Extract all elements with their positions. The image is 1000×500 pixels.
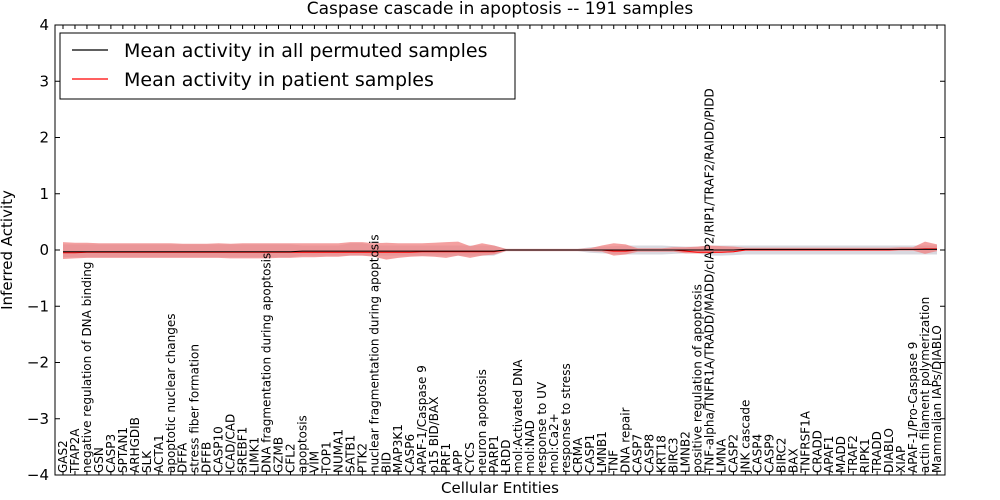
x-category-label: CASP4: [750, 434, 764, 473]
x-category-label: NUMA1: [331, 429, 345, 473]
x-category-label: CASP10: [212, 426, 226, 473]
x-category-label: LMNA: [715, 438, 729, 473]
x-category-label: response to stress: [559, 363, 573, 473]
x-category-label: CASP7: [631, 434, 645, 473]
x-category-label: p15 BID/BAX: [427, 397, 441, 473]
x-category-label: DNA fragmentation during apoptosis: [260, 253, 274, 473]
x-category-label: LMNB2: [679, 431, 693, 473]
x-category-label: PARP1: [487, 435, 501, 473]
x-category-label: LMNB1: [595, 431, 609, 473]
legend-entry-patient: Mean activity in patient samples: [124, 69, 434, 91]
x-category-label: CRMA: [571, 437, 585, 473]
legend-entry-permuted: Mean activity in all permuted samples: [124, 40, 487, 62]
x-category-label: BIRC3: [667, 437, 681, 473]
y-tick-label: 1: [39, 185, 49, 203]
x-category-label: APAF1: [822, 436, 836, 473]
x-category-label: DFFA: [176, 442, 190, 473]
x-category-label: ARHGDIB: [128, 417, 142, 473]
x-category-label: MADD: [834, 436, 848, 473]
x-category-label: TNF: [607, 450, 621, 474]
x-category-label: CASP1: [583, 434, 597, 473]
x-axis-ticks: [62, 25, 938, 475]
x-category-label: CASP9: [762, 434, 776, 473]
x-category-label: CFL2: [284, 443, 298, 473]
y-tick-label: 3: [39, 72, 49, 90]
x-category-label: MAP3K1: [391, 424, 405, 473]
x-category-label: Mammalian IAPs/DIABLO: [930, 325, 944, 473]
x-category-label: APAF-1/Caspase 9: [415, 365, 429, 473]
x-category-label: mol:NAD: [523, 420, 537, 473]
x-category-label: DFFB: [200, 442, 214, 473]
x-category-label: SREBF1: [236, 427, 250, 473]
x-category-label: BID: [379, 452, 393, 473]
x-category-label: TFAP2A: [68, 428, 82, 474]
series-line-permuted: [63, 248, 937, 253]
x-category-label: DNA repair: [619, 407, 633, 473]
y-tick-label: 4: [39, 16, 49, 34]
x-category-label: TRAF2: [846, 435, 860, 474]
x-category-label: GSN: [92, 447, 106, 473]
legend: Mean activity in all permuted samples Me…: [59, 32, 516, 100]
x-category-label: CASP8: [643, 434, 657, 473]
x-category-label: BIRC2: [774, 437, 788, 473]
x-category-label: mol:Activated DNA: [511, 359, 525, 473]
x-category-label: KRT18: [655, 435, 669, 473]
y-tick-label: −3: [27, 410, 49, 428]
x-category-label: LRDD: [499, 439, 513, 473]
x-category-label: SATB1: [343, 435, 357, 473]
x-axis-label: Cellular Entities: [441, 479, 559, 497]
x-category-label: ICAD/CAD: [224, 414, 238, 473]
x-category-label: CASP6: [403, 434, 417, 473]
x-category-label: LIMK1: [248, 437, 262, 473]
x-category-label: RIPK1: [858, 438, 872, 473]
x-category-label: apoptotic nuclear changes: [164, 314, 178, 473]
x-category-label: TOP1: [319, 441, 333, 474]
x-category-label: CASP3: [104, 434, 118, 473]
x-category-label: CYCS: [463, 442, 477, 473]
y-tick-label: −2: [27, 354, 49, 372]
x-category-label: SPTAN1: [116, 427, 130, 473]
series-lines: [63, 248, 937, 254]
x-category-label: actin filament polymerization: [918, 297, 932, 473]
x-category-label: APP: [451, 450, 465, 473]
x-category-label: TNF-alpha/TNFR1A/TRADD/MADD/cIAP2/RIP1/T…: [703, 88, 717, 474]
y-tick-label: −1: [27, 297, 49, 315]
x-category-label: neuron apoptosis: [475, 369, 489, 473]
x-category-label: negative regulation of DNA binding: [80, 262, 94, 473]
chart-title: Caspase cascade in apoptosis -- 191 samp…: [307, 0, 694, 19]
x-category-label: mol:Ca2+: [547, 413, 561, 473]
x-category-label: stress fiber formation: [188, 344, 202, 473]
x-category-label: PRF1: [439, 443, 453, 473]
x-category-label: CRADD: [810, 430, 824, 473]
x-category-label: PTK2: [355, 443, 369, 473]
y-axis-ticks: 4 3 2 1 0 −1 −2 −3 −4: [27, 16, 945, 484]
y-tick-label: 0: [39, 241, 49, 259]
x-category-label: VIM: [307, 451, 321, 473]
x-category-label: APAF-1/Pro-Caspase 9: [906, 342, 920, 473]
x-category-label: GZMB: [272, 437, 286, 473]
x-category-label: DIABLO: [882, 428, 896, 473]
x-category-label: TRADD: [870, 431, 884, 474]
x-category-label: SLK: [140, 450, 154, 473]
x-category-label: JNK cascade: [738, 400, 752, 474]
legend-box: [59, 32, 516, 100]
x-category-label: apoptosis: [296, 415, 310, 473]
x-category-label: response to UV: [535, 381, 549, 473]
x-category-label: XIAP: [894, 446, 908, 473]
y-tick-label: 2: [39, 129, 49, 147]
y-axis-label: Inferred Activity: [0, 190, 16, 310]
x-category-label: positive regulation of apoptosis: [691, 284, 705, 473]
y-tick-label: −4: [27, 466, 49, 484]
x-category-label: CASP2: [727, 434, 741, 473]
x-category-label: ACTA1: [152, 434, 166, 473]
x-category-label: nuclear fragmentation during apoptosis: [367, 234, 381, 473]
x-category-label: TNFRSF1A: [798, 410, 812, 474]
x-category-label: GAS2: [56, 440, 70, 473]
x-category-label: BAX: [786, 448, 800, 473]
